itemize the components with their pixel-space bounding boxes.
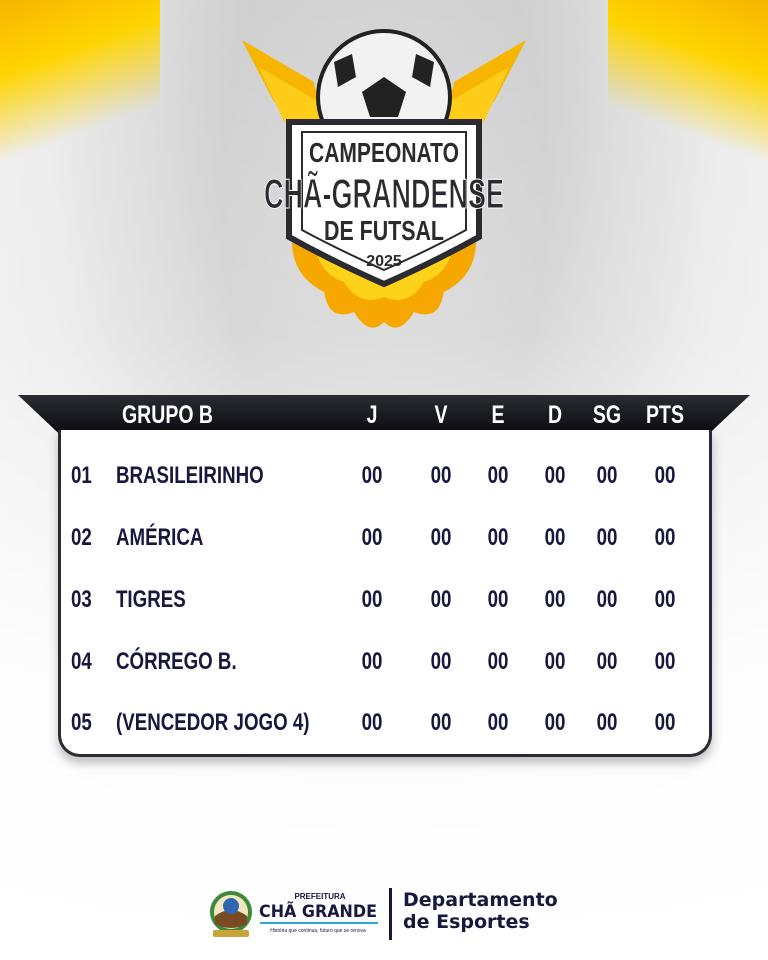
stat-pts: 00: [654, 709, 676, 736]
stat-v: 00: [430, 586, 452, 613]
stat-e: 00: [487, 709, 509, 736]
column-header-d: D: [547, 401, 563, 429]
group-title: GRUPO B: [122, 401, 214, 429]
stat-e: 00: [487, 524, 509, 551]
stat-pts: 00: [654, 586, 676, 613]
position: 03: [71, 586, 92, 613]
stat-e: 00: [487, 586, 509, 613]
stat-v: 00: [430, 524, 452, 551]
tournament-logo: CAMPEONATO CHÃ-GRANDENSE DE FUTSAL 2025: [242, 29, 526, 328]
standings-table: [58, 430, 712, 757]
position: 01: [71, 462, 92, 489]
stat-j: 00: [361, 648, 383, 675]
logo-line2: CHÃ-GRANDENSE: [264, 170, 504, 217]
stat-sg: 00: [596, 462, 618, 489]
stat-pts: 00: [654, 648, 676, 675]
stat-j: 00: [361, 709, 383, 736]
logo-line3: DE FUTSAL: [324, 215, 444, 246]
prefeitura-logo: PREFEITURA CHÃ GRANDE História que conti…: [210, 891, 378, 937]
logo-year: 2025: [366, 253, 402, 270]
column-header-e: E: [491, 401, 505, 429]
stat-pts: 00: [654, 524, 676, 551]
stat-j: 00: [361, 586, 383, 613]
stat-pts: 00: [654, 462, 676, 489]
stat-d: 00: [544, 709, 566, 736]
footer-divider: [389, 888, 392, 940]
stat-v: 00: [430, 709, 452, 736]
stat-e: 00: [487, 462, 509, 489]
background-glow-right: [608, 0, 768, 160]
stat-d: 00: [544, 586, 566, 613]
dept-line2: de Esportes: [403, 911, 530, 933]
team-name: AMÉRICA: [116, 524, 204, 551]
stat-sg: 00: [596, 524, 618, 551]
stat-j: 00: [361, 462, 383, 489]
stat-sg: 00: [596, 648, 618, 675]
logo-line1: CAMPEONATO: [309, 137, 459, 168]
department-name: Departamento de Esportes: [403, 889, 558, 933]
stat-d: 00: [544, 648, 566, 675]
stat-d: 00: [544, 524, 566, 551]
stat-sg: 00: [596, 586, 618, 613]
position: 05: [71, 709, 92, 736]
team-name: TIGRES: [116, 586, 186, 613]
stat-d: 00: [544, 462, 566, 489]
column-header-v: V: [434, 401, 448, 429]
column-header-pts: PTS: [646, 401, 684, 429]
column-header-sg: SG: [592, 401, 622, 429]
stat-sg: 00: [596, 709, 618, 736]
slogan: História que continua, futuro que se ren…: [270, 928, 366, 934]
team-name: BRASILEIRINHO: [116, 462, 264, 489]
column-header-j: J: [366, 401, 378, 429]
stat-v: 00: [430, 462, 452, 489]
table-header-band: [18, 395, 750, 433]
team-name: (VENCEDOR JOGO 4): [116, 709, 310, 736]
stat-v: 00: [430, 648, 452, 675]
prefeitura-label: PREFEITURA: [294, 892, 345, 901]
position: 04: [71, 648, 92, 675]
position: 02: [71, 524, 92, 551]
background-glow-left: [0, 0, 160, 160]
stat-j: 00: [361, 524, 383, 551]
city-name: CHÃ GRANDE: [259, 899, 377, 922]
team-name: CÓRREGO B.: [116, 648, 237, 675]
dept-line1: Departamento: [403, 889, 558, 911]
stat-e: 00: [487, 648, 509, 675]
